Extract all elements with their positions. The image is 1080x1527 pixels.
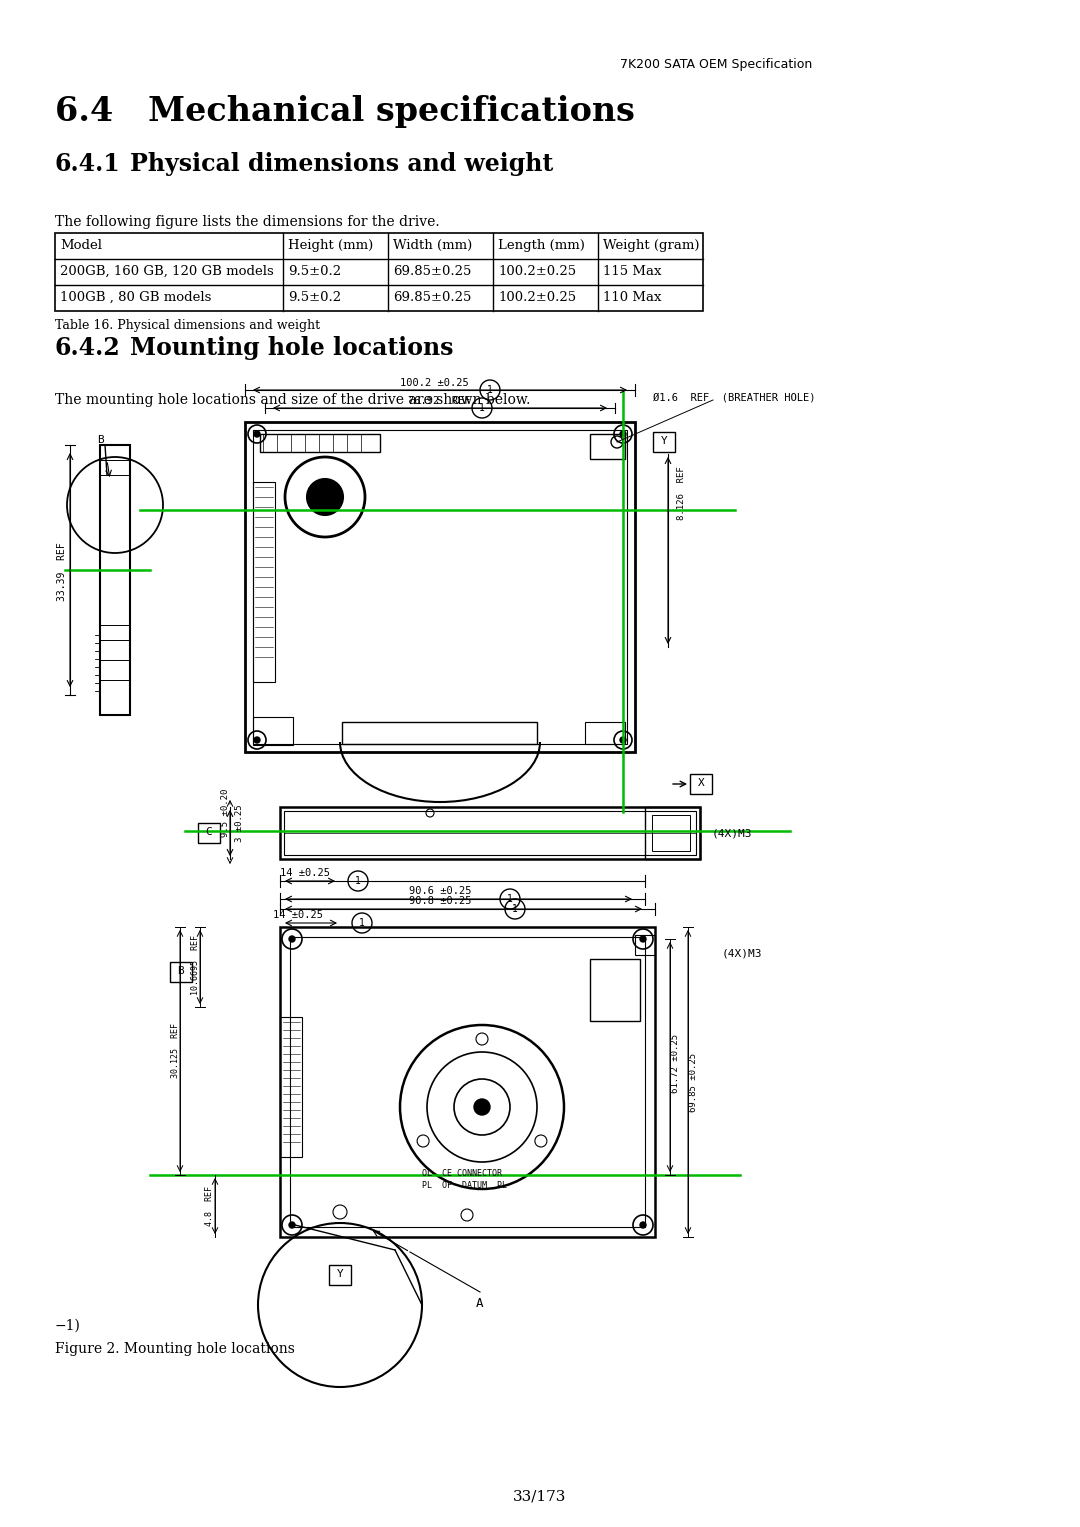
Bar bbox=[652, 815, 690, 851]
Circle shape bbox=[254, 738, 260, 744]
Text: (4X)M3: (4X)M3 bbox=[712, 829, 753, 838]
Text: 1: 1 bbox=[480, 403, 485, 412]
Text: The mounting hole locations and size of the drive are shown below.: The mounting hole locations and size of … bbox=[55, 392, 530, 408]
Bar bbox=[253, 718, 293, 745]
Text: Y: Y bbox=[661, 437, 667, 446]
Text: Height (mm): Height (mm) bbox=[288, 240, 374, 252]
Text: 100GB , 80 GB models: 100GB , 80 GB models bbox=[60, 292, 212, 304]
Text: 1: 1 bbox=[512, 904, 518, 915]
Text: C: C bbox=[205, 828, 213, 837]
Text: Ø1.6  REF  (BREATHER HOLE): Ø1.6 REF (BREATHER HOLE) bbox=[653, 392, 815, 402]
Bar bbox=[590, 434, 625, 460]
Text: 10.6695  REF: 10.6695 REF bbox=[190, 935, 200, 996]
Bar bbox=[284, 811, 696, 855]
Bar bbox=[260, 434, 380, 452]
Text: 200GB, 160 GB, 120 GB models: 200GB, 160 GB, 120 GB models bbox=[60, 266, 273, 278]
Text: Width (mm): Width (mm) bbox=[393, 240, 472, 252]
Text: 115 Max: 115 Max bbox=[603, 266, 661, 278]
Text: 100.2±0.25: 100.2±0.25 bbox=[498, 266, 576, 278]
Bar bbox=[253, 483, 275, 683]
Text: B: B bbox=[177, 967, 185, 976]
Text: 6.4.2: 6.4.2 bbox=[55, 336, 121, 360]
Bar bbox=[198, 823, 220, 843]
Text: 9.5±0.2: 9.5±0.2 bbox=[288, 266, 341, 278]
Text: 100.2 ±0.25: 100.2 ±0.25 bbox=[400, 379, 469, 388]
Bar bbox=[245, 421, 635, 751]
Text: 3 ±0.25: 3 ±0.25 bbox=[235, 805, 244, 841]
Text: 90.8 ±0.25: 90.8 ±0.25 bbox=[408, 896, 471, 906]
Text: 14 ±0.25: 14 ±0.25 bbox=[280, 867, 330, 878]
Text: 69.85 ±0.25: 69.85 ±0.25 bbox=[689, 1052, 698, 1112]
Text: OL  CE CONNECTOR: OL CE CONNECTOR bbox=[422, 1170, 502, 1177]
Bar bbox=[645, 806, 700, 860]
Circle shape bbox=[620, 738, 626, 744]
Text: 69.85±0.25: 69.85±0.25 bbox=[393, 266, 471, 278]
Text: B: B bbox=[97, 435, 104, 444]
Bar bbox=[690, 774, 712, 794]
Text: Mounting hole locations: Mounting hole locations bbox=[130, 336, 454, 360]
Bar bbox=[280, 806, 700, 860]
Bar bbox=[280, 927, 654, 1237]
Bar bbox=[653, 432, 675, 452]
Text: 69.85±0.25: 69.85±0.25 bbox=[393, 292, 471, 304]
Bar bbox=[55, 234, 703, 312]
Text: 9.5±0.2: 9.5±0.2 bbox=[288, 292, 341, 304]
Text: 7K200 SATA OEM Specification: 7K200 SATA OEM Specification bbox=[620, 58, 812, 70]
Circle shape bbox=[474, 1099, 490, 1115]
Text: A: A bbox=[476, 1296, 484, 1310]
Text: 90.6 ±0.25: 90.6 ±0.25 bbox=[408, 886, 471, 896]
Text: 8.126  REF: 8.126 REF bbox=[676, 466, 686, 519]
Circle shape bbox=[254, 431, 260, 437]
Text: 100.2±0.25: 100.2±0.25 bbox=[498, 292, 576, 304]
Bar bbox=[280, 1017, 302, 1157]
Text: 6.4   Mechanical specifications: 6.4 Mechanical specifications bbox=[55, 95, 635, 128]
Text: 14 ±0.25: 14 ±0.25 bbox=[273, 910, 323, 919]
Text: 110 Max: 110 Max bbox=[603, 292, 661, 304]
Text: 33.39  REF: 33.39 REF bbox=[57, 542, 67, 602]
Bar bbox=[590, 959, 640, 1022]
Text: Y: Y bbox=[337, 1269, 343, 1280]
Text: Table 16. Physical dimensions and weight: Table 16. Physical dimensions and weight bbox=[55, 319, 320, 331]
Text: (4X)M3: (4X)M3 bbox=[723, 948, 762, 959]
Bar bbox=[253, 431, 627, 744]
Text: Weight (gram): Weight (gram) bbox=[603, 240, 700, 252]
Text: 9.5 ±0.20: 9.5 ±0.20 bbox=[221, 789, 230, 837]
Text: PL  OF  DATUM  PL: PL OF DATUM PL bbox=[422, 1180, 507, 1190]
Text: Physical dimensions and weight: Physical dimensions and weight bbox=[130, 153, 553, 176]
Text: Model: Model bbox=[60, 240, 102, 252]
Circle shape bbox=[640, 1222, 646, 1228]
Circle shape bbox=[289, 1222, 295, 1228]
Circle shape bbox=[640, 936, 646, 942]
Text: 1: 1 bbox=[359, 918, 365, 928]
Bar bbox=[170, 962, 192, 982]
Bar bbox=[635, 935, 654, 954]
Text: 6.4.1: 6.4.1 bbox=[55, 153, 121, 176]
Bar bbox=[100, 444, 130, 715]
Text: 1: 1 bbox=[487, 385, 492, 395]
Bar bbox=[342, 722, 537, 744]
Text: 33/173: 33/173 bbox=[513, 1490, 567, 1504]
Circle shape bbox=[620, 431, 626, 437]
Text: 30.125  REF: 30.125 REF bbox=[171, 1023, 179, 1078]
Text: Length (mm): Length (mm) bbox=[498, 240, 585, 252]
Circle shape bbox=[307, 479, 343, 515]
Text: 61.72 ±0.25: 61.72 ±0.25 bbox=[671, 1034, 679, 1092]
Text: 1: 1 bbox=[355, 876, 361, 886]
Text: 4.8  REF: 4.8 REF bbox=[205, 1186, 215, 1226]
Bar bbox=[585, 722, 625, 744]
Text: 76.92  REF: 76.92 REF bbox=[408, 395, 471, 406]
Text: 1: 1 bbox=[508, 893, 513, 904]
Text: Figure 2. Mounting hole locations: Figure 2. Mounting hole locations bbox=[55, 1342, 295, 1356]
Circle shape bbox=[289, 936, 295, 942]
Text: X: X bbox=[698, 777, 704, 788]
Bar bbox=[329, 1264, 351, 1286]
Text: −1): −1) bbox=[55, 1319, 81, 1333]
Bar bbox=[291, 938, 645, 1228]
Text: The following figure lists the dimensions for the drive.: The following figure lists the dimension… bbox=[55, 215, 440, 229]
